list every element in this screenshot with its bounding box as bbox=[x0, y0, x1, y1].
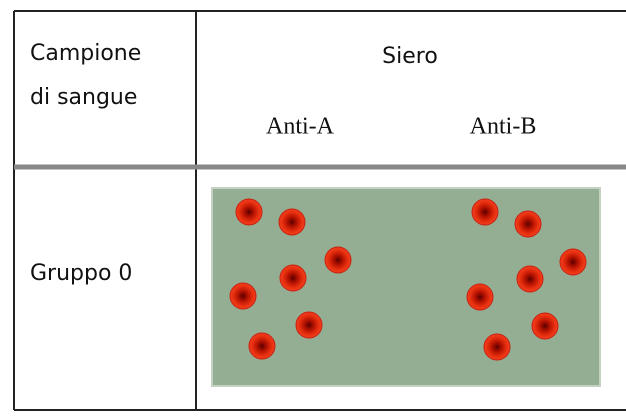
column-header: Anti-A bbox=[266, 114, 335, 140]
red-cell bbox=[559, 248, 587, 276]
row-label: Gruppo 0 bbox=[30, 261, 132, 286]
header-cell: di sangue bbox=[30, 85, 137, 110]
red-cell bbox=[483, 333, 511, 361]
header-cell: Campione bbox=[30, 41, 141, 66]
red-cell bbox=[514, 210, 542, 238]
table-frame bbox=[13, 10, 626, 411]
blood-cells bbox=[229, 198, 587, 361]
red-cell bbox=[279, 264, 307, 292]
red-cell bbox=[248, 332, 276, 360]
header-cell: Siero bbox=[382, 44, 438, 69]
red-cell bbox=[516, 265, 544, 293]
red-cell bbox=[466, 283, 494, 311]
column-header: Anti-B bbox=[470, 114, 537, 140]
red-cell bbox=[278, 208, 306, 236]
red-cell bbox=[235, 198, 263, 226]
red-cell bbox=[531, 312, 559, 340]
red-cell bbox=[324, 246, 352, 274]
red-cell bbox=[295, 311, 323, 339]
red-cell bbox=[471, 198, 499, 226]
red-cell bbox=[229, 282, 257, 310]
